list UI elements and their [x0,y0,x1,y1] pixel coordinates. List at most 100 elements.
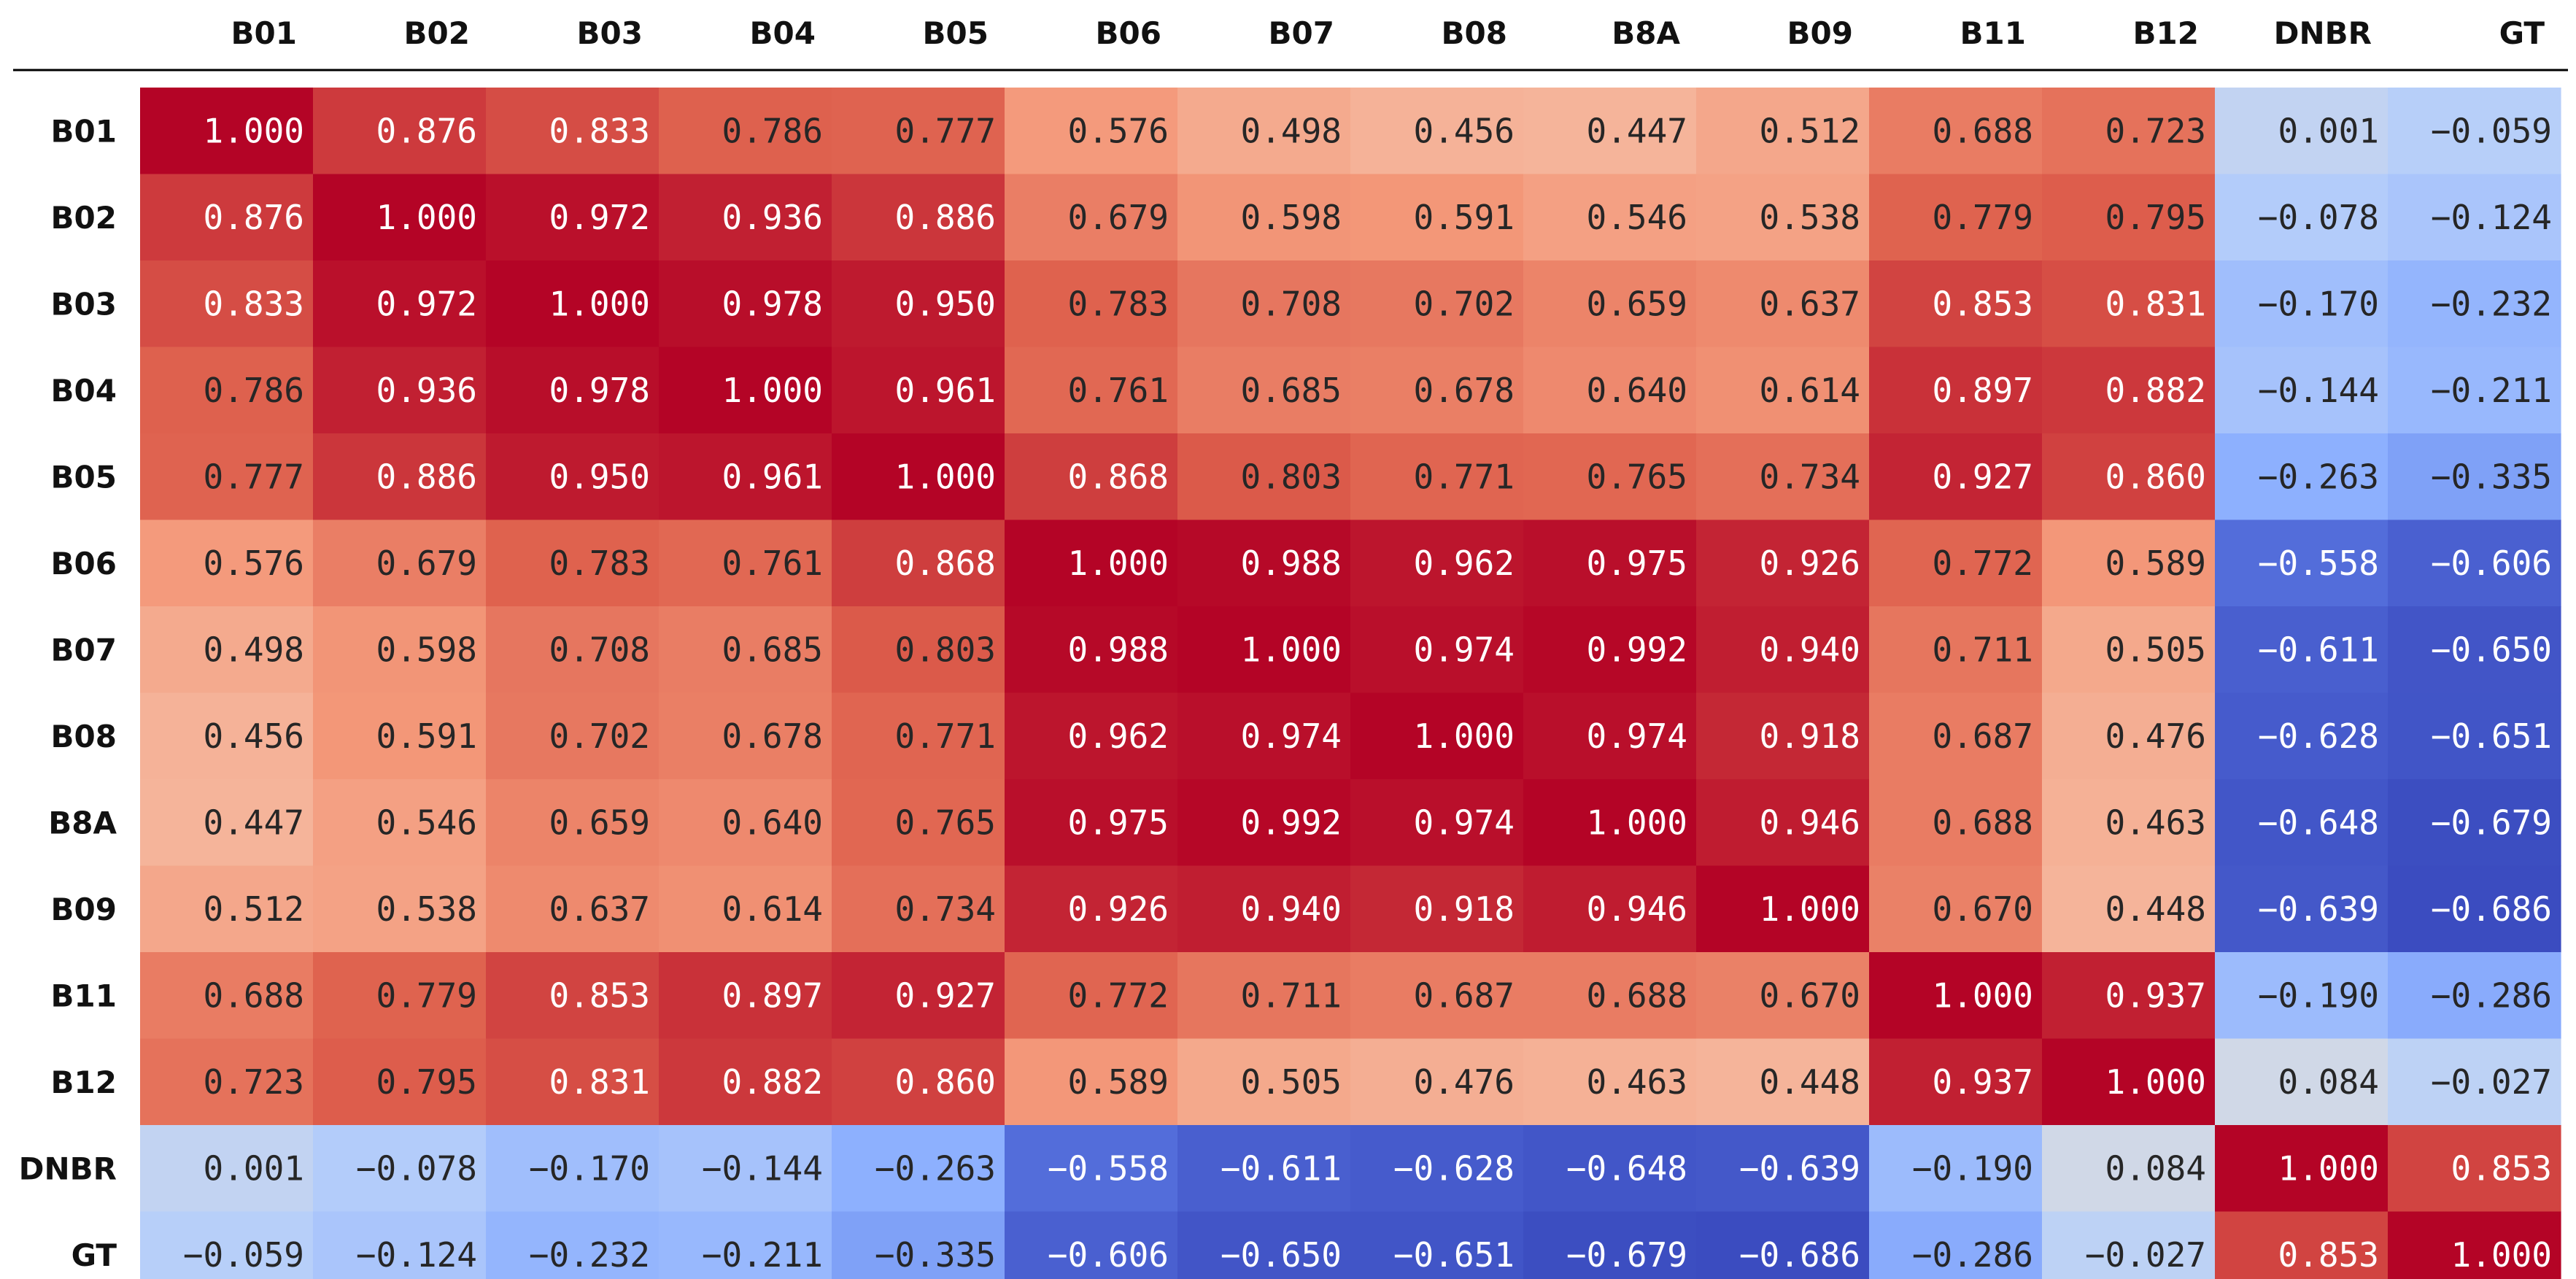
heatmap-cell-b06-b8a [1523,519,1697,607]
column-label-b12: B12 [2133,15,2199,51]
cell-value-label: 0.974 [1587,716,1687,756]
row-label-b11: B11 [51,978,117,1013]
heatmap-cell-b12-b08 [1350,1038,1524,1126]
heatmap-cell-b02-b09 [1696,174,1870,261]
cell-value-label: 0.853 [2278,1235,2379,1275]
cell-value-label: 0.936 [722,198,823,237]
cell-value-label: 0.786 [204,371,304,410]
cell-value-label: 0.918 [1414,889,1515,929]
cell-value-label: 0.447 [1587,111,1687,150]
heatmap-cell-b09-dnbr [2215,865,2389,953]
heatmap-cell-b06-b04 [659,519,832,607]
cell-value-label: −0.686 [1739,1235,1860,1275]
heatmap-cell-b04-b8a [1523,347,1697,434]
heatmap-cell-b12-b06 [1005,1038,1178,1126]
cell-value-label: −0.144 [702,1148,823,1188]
cell-value-label: 0.670 [1760,975,1860,1015]
heatmap-cell-b05-b08 [1350,433,1524,521]
cell-value-label: −0.286 [2431,975,2552,1015]
cell-value-label: 0.688 [1933,803,2033,842]
cell-value-label: 0.972 [549,198,650,237]
heatmap-cell-b8a-b04 [659,779,832,867]
heatmap-cell-b09-b01 [140,865,314,953]
heatmap-cell-b09-b07 [1177,865,1351,953]
cell-value-label: 0.685 [1241,371,1342,410]
heatmap-cell-b03-b04 [659,260,832,348]
heatmap-cell-b07-b02 [313,606,487,694]
heatmap-cell-b11-b04 [659,952,832,1040]
cell-value-label: 1.000 [1587,803,1687,842]
cell-value-label: 0.868 [1068,457,1169,496]
heatmap-cell-b05-b12 [2042,433,2216,521]
heatmap-cell-b05-b01 [140,433,314,521]
heatmap-cell-b04-b01 [140,347,314,434]
heatmap-cell-b06-b01 [140,519,314,607]
row-label-dnbr: DNBR [19,1151,117,1186]
cell-value-label: 0.659 [1587,284,1687,323]
heatmap-cell-b09-b09 [1696,865,1870,953]
cell-value-label: 0.456 [204,716,304,756]
row-label-b04: B04 [51,373,117,409]
cell-value-label: −0.679 [1566,1235,1687,1275]
cell-value-label: 0.974 [1414,630,1515,669]
heatmap-cell-b08-b06 [1005,692,1178,780]
heatmap-cell-b11-gt [2388,952,2561,1040]
heatmap-cell-b11-b03 [486,952,660,1040]
heatmap-cell-b01-b12 [2042,88,2216,175]
heatmap-cell-b01-b06 [1005,88,1178,175]
cell-value-label: 0.670 [1933,889,2033,929]
row-label-b8a: B8A [48,805,117,841]
heatmap-cell-b06-b02 [313,519,487,607]
cell-value-label: 0.992 [1241,803,1342,842]
heatmap-cell-dnbr-b09 [1696,1125,1870,1213]
heatmap-cell-b03-b05 [832,260,1005,348]
cell-value-label: −0.059 [2431,111,2552,150]
cell-value-label: 0.882 [722,1062,823,1102]
heatmap-cell-dnbr-b11 [1869,1125,2043,1213]
cell-value-label: 0.476 [2105,716,2206,756]
heatmap-cell-b06-dnbr [2215,519,2389,607]
cell-value-label: 0.637 [1760,284,1860,323]
heatmap-cell-b04-b07 [1177,347,1351,434]
cell-value-label: 1.000 [1068,544,1169,583]
cell-value-label: 1.000 [2278,1148,2379,1188]
cell-value-label: 0.659 [549,803,650,842]
heatmap-cell-b01-b04 [659,88,832,175]
heatmap-cell-b01-b03 [486,88,660,175]
heatmap-cell-b03-b08 [1350,260,1524,348]
heatmap-cell-b05-b07 [1177,433,1351,521]
heatmap-cell-b03-dnbr [2215,260,2389,348]
cell-value-label: 0.795 [2105,198,2206,237]
heatmap-cell-b02-b06 [1005,174,1178,261]
heatmap-cell-b05-b8a [1523,433,1697,521]
cell-value-label: 0.937 [1933,1062,2033,1102]
cell-value-label: −0.651 [1393,1235,1515,1275]
cell-value-label: 0.777 [204,457,304,496]
cell-value-label: −0.611 [2258,630,2379,669]
row-label-b07: B07 [51,632,117,668]
heatmap-cell-gt-b09 [1696,1211,1870,1279]
cell-value-label: 0.685 [722,630,823,669]
heatmap-cell-b8a-b09 [1696,779,1870,867]
cell-value-label: 1.000 [204,111,304,150]
cell-value-label: 0.831 [2105,284,2206,323]
heatmap-cell-b03-b01 [140,260,314,348]
cell-value-label: −0.606 [1048,1235,1169,1275]
cell-value-label: 0.803 [895,630,996,669]
cell-value-label: 0.679 [1068,198,1169,237]
cell-value-label: −0.144 [2258,371,2379,410]
cell-value-label: 1.000 [2451,1235,2552,1275]
cell-value-label: 0.614 [1760,371,1860,410]
heatmap-cell-b09-b02 [313,865,487,953]
cell-value-label: 0.779 [1933,198,2033,237]
cell-value-label: 0.978 [722,284,823,323]
column-label-b08: B08 [1442,15,1507,51]
heatmap-cells: 1.000 0.876 0.833 0.786 0.777 0.576 0.498 0.456… [140,88,2561,1279]
cell-value-label: −0.335 [875,1235,996,1275]
heatmap-cell-gt-b12 [2042,1211,2216,1279]
column-label-b05: B05 [923,15,989,51]
cell-value-label: 0.723 [204,1062,304,1102]
cell-value-label: 0.679 [376,544,477,583]
heatmap-cell-b05-b05 [832,433,1005,521]
heatmap-cell-b04-b05 [832,347,1005,434]
